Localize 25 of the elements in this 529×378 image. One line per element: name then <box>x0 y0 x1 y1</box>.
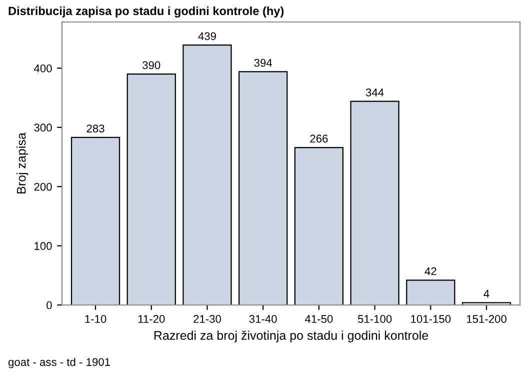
x-tick-label: 41-50 <box>304 315 333 323</box>
y-axis-title: Broj zapisa <box>16 132 28 194</box>
data-label: 394 <box>254 58 272 67</box>
data-label: 266 <box>310 134 328 143</box>
y-tick-label: 300 <box>34 124 52 132</box>
y-tick-label: 0 <box>46 301 52 310</box>
x-axis-title: Razredi za broj životinja po stadu i godini kontrole <box>154 330 428 342</box>
x-tick-label: 31-40 <box>249 315 277 323</box>
x-tick-label: 11-20 <box>138 315 165 323</box>
data-label: 439 <box>198 32 216 40</box>
x-tick-label: 51-100 <box>358 315 392 323</box>
y-tick-label: 100 <box>34 242 52 250</box>
x-tick-label: 101-150 <box>411 315 451 323</box>
x-tick-label: 151-200 <box>466 315 506 323</box>
x-tick-label: 21-30 <box>194 315 221 323</box>
y-tick-label: 400 <box>34 64 52 72</box>
data-label: 4 <box>484 290 490 298</box>
chart-title: Distribucija zapisa po stadu i godini kontrole (hy) <box>8 6 284 18</box>
data-label: 344 <box>366 88 384 96</box>
data-label: 283 <box>86 124 104 132</box>
x-tick-label: 1-10 <box>85 315 106 323</box>
y-tick-label: 200 <box>34 182 52 191</box>
data-label: 42 <box>424 267 436 276</box>
text: goat - ass - td - 1901 <box>8 358 110 368</box>
data-label: 390 <box>142 61 160 70</box>
